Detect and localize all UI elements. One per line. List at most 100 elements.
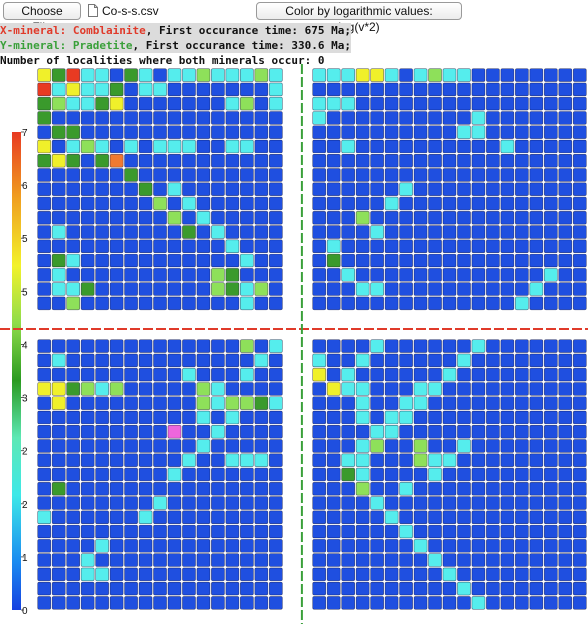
heatmap-cell[interactable]	[138, 539, 153, 553]
heatmap-cell[interactable]	[240, 453, 254, 467]
heatmap-cell[interactable]	[211, 296, 225, 311]
heatmap-cell[interactable]	[211, 482, 225, 496]
heatmap-cell[interactable]	[500, 282, 515, 296]
heatmap-cell[interactable]	[529, 482, 544, 496]
heatmap-cell[interactable]	[486, 282, 500, 296]
heatmap-cell[interactable]	[124, 353, 138, 368]
heatmap-cell[interactable]	[95, 353, 109, 368]
heatmap-cell[interactable]	[428, 439, 442, 453]
heatmap-cell[interactable]	[543, 467, 558, 482]
heatmap-cell[interactable]	[486, 239, 500, 254]
heatmap-cell[interactable]	[486, 410, 500, 425]
heatmap-cell[interactable]	[413, 153, 428, 168]
heatmap-cell[interactable]	[167, 211, 182, 225]
heatmap-cell[interactable]	[572, 581, 587, 596]
heatmap-cell[interactable]	[196, 296, 211, 311]
heatmap-cell[interactable]	[196, 182, 211, 196]
heatmap-cell[interactable]	[240, 467, 254, 482]
heatmap-cell[interactable]	[384, 68, 399, 82]
heatmap-cell[interactable]	[167, 396, 182, 410]
heatmap-cell[interactable]	[66, 339, 81, 353]
heatmap-cell[interactable]	[298, 68, 312, 82]
heatmap-cell[interactable]	[356, 325, 370, 339]
heatmap-cell[interactable]	[370, 311, 384, 325]
heatmap-cell[interactable]	[240, 439, 254, 453]
heatmap-cell[interactable]	[558, 596, 573, 610]
heatmap-cell[interactable]	[225, 96, 240, 111]
heatmap-cell[interactable]	[211, 539, 225, 553]
heatmap-cell[interactable]	[283, 125, 297, 139]
heatmap-cell[interactable]	[268, 153, 283, 168]
heatmap-cell[interactable]	[355, 453, 370, 467]
heatmap-cell[interactable]	[167, 111, 182, 125]
heatmap-cell[interactable]	[95, 96, 109, 111]
heatmap-cell[interactable]	[211, 553, 225, 567]
heatmap-cell[interactable]	[312, 168, 327, 182]
heatmap-cell[interactable]	[225, 325, 239, 339]
heatmap-cell[interactable]	[254, 439, 269, 453]
heatmap-cell[interactable]	[457, 96, 471, 111]
heatmap-cell[interactable]	[500, 82, 515, 97]
heatmap-cell[interactable]	[153, 96, 167, 111]
heatmap-cell[interactable]	[399, 539, 413, 553]
heatmap-cell[interactable]	[442, 539, 457, 553]
heatmap-cell[interactable]	[471, 311, 485, 325]
heatmap-cell[interactable]	[95, 225, 109, 239]
heatmap-cell[interactable]	[543, 567, 558, 582]
heatmap-cell[interactable]	[182, 111, 196, 125]
heatmap-cell[interactable]	[211, 211, 225, 225]
heatmap-cell[interactable]	[529, 282, 544, 296]
heatmap-cell[interactable]	[558, 82, 573, 97]
heatmap-cell[interactable]	[471, 382, 486, 396]
heatmap-cell[interactable]	[486, 211, 500, 225]
heatmap-cell[interactable]	[167, 482, 182, 496]
heatmap-cell[interactable]	[558, 96, 573, 111]
heatmap-cell[interactable]	[124, 182, 138, 196]
heatmap-cell[interactable]	[442, 196, 457, 211]
heatmap-cell[interactable]	[515, 125, 529, 139]
heatmap-cell[interactable]	[182, 239, 196, 254]
heatmap-cell[interactable]	[268, 567, 283, 582]
heatmap-cell[interactable]	[95, 596, 109, 610]
heatmap-cell[interactable]	[572, 82, 587, 97]
heatmap-cell[interactable]	[283, 510, 297, 524]
heatmap-cell[interactable]	[413, 482, 428, 496]
heatmap-cell[interactable]	[167, 596, 182, 610]
heatmap-cell[interactable]	[51, 168, 66, 182]
heatmap-cell[interactable]	[428, 125, 442, 139]
heatmap-cell[interactable]	[399, 125, 413, 139]
heatmap-cell[interactable]	[240, 567, 254, 582]
heatmap-cell[interactable]	[341, 396, 356, 410]
heatmap-cell[interactable]	[500, 496, 515, 510]
heatmap-cell[interactable]	[384, 396, 399, 410]
heatmap-cell[interactable]	[312, 82, 327, 97]
heatmap-cell[interactable]	[457, 225, 471, 239]
heatmap-cell[interactable]	[37, 311, 51, 325]
heatmap-cell[interactable]	[442, 567, 457, 582]
heatmap-cell[interactable]	[312, 553, 327, 567]
heatmap-cell[interactable]	[124, 239, 138, 254]
heatmap-cell[interactable]	[457, 510, 471, 525]
heatmap-cell[interactable]	[384, 111, 399, 125]
heatmap-cell[interactable]	[66, 539, 81, 553]
heatmap-cell[interactable]	[558, 510, 573, 525]
heatmap-cell[interactable]	[225, 139, 240, 154]
heatmap-cell[interactable]	[543, 581, 558, 596]
heatmap-cell[interactable]	[399, 153, 413, 168]
heatmap-cell[interactable]	[370, 225, 384, 239]
heatmap-cell[interactable]	[442, 396, 457, 410]
heatmap-cell[interactable]	[370, 439, 384, 453]
heatmap-cell[interactable]	[182, 96, 196, 111]
heatmap-cell[interactable]	[66, 382, 81, 396]
heatmap-cell[interactable]	[341, 253, 356, 268]
heatmap-cell[interactable]	[442, 467, 457, 482]
heatmap-cell[interactable]	[153, 510, 167, 525]
heatmap-cell[interactable]	[572, 282, 587, 296]
heatmap-cell[interactable]	[298, 125, 312, 139]
heatmap-cell[interactable]	[95, 182, 109, 196]
heatmap-cell[interactable]	[355, 211, 370, 225]
heatmap-cell[interactable]	[211, 467, 225, 482]
heatmap-cell[interactable]	[37, 325, 51, 339]
heatmap-cell[interactable]	[95, 282, 109, 296]
heatmap-cell[interactable]	[167, 553, 182, 567]
